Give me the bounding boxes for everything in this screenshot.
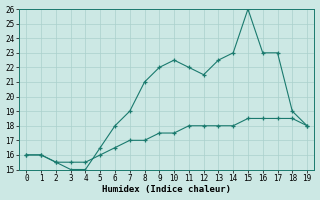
X-axis label: Humidex (Indice chaleur): Humidex (Indice chaleur) (102, 185, 231, 194)
